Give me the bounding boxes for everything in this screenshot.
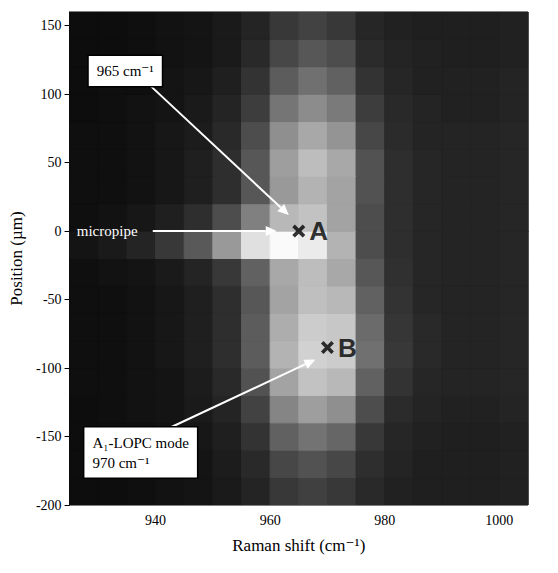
svg-text:965 cm⁻¹: 965 cm⁻¹ — [97, 63, 154, 79]
svg-text:100: 100 — [41, 87, 62, 102]
svg-text:980: 980 — [374, 513, 395, 528]
svg-text:150: 150 — [41, 18, 62, 33]
svg-text:-200: -200 — [36, 498, 62, 513]
svg-text:50: 50 — [48, 155, 62, 170]
svg-text:Raman shift (cm⁻¹): Raman shift (cm⁻¹) — [232, 536, 365, 555]
svg-text:A: A — [309, 216, 328, 246]
svg-text:micropipe: micropipe — [77, 223, 138, 239]
svg-text:-100: -100 — [36, 361, 62, 376]
svg-text:-50: -50 — [43, 292, 62, 307]
svg-text:940: 940 — [145, 513, 166, 528]
svg-text:960: 960 — [260, 513, 281, 528]
svg-text:-150: -150 — [36, 429, 62, 444]
svg-text:1000: 1000 — [485, 513, 513, 528]
svg-text:0: 0 — [55, 224, 62, 239]
svg-text:B: B — [338, 333, 357, 363]
svg-text:Position (µm): Position (µm) — [7, 211, 26, 305]
svg-text:970 cm⁻¹: 970 cm⁻¹ — [92, 455, 149, 471]
svg-text:A₁-LOPC mode: A₁-LOPC mode — [92, 435, 189, 451]
